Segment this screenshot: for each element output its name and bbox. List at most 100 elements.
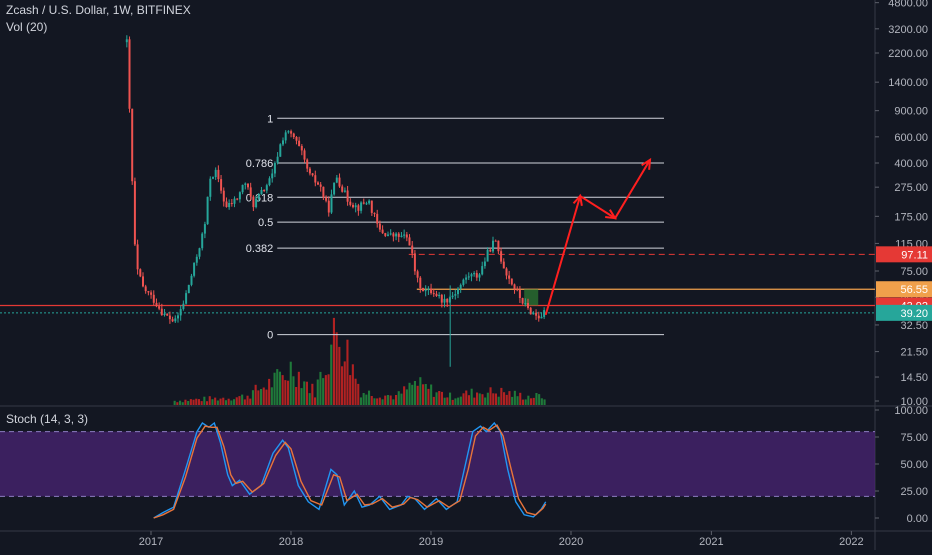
volume-bar [287, 380, 290, 405]
candle-body [257, 194, 260, 199]
candle-body [510, 278, 513, 285]
candle-body [475, 273, 478, 278]
candle-body [330, 194, 333, 213]
price-badge-label: 97.11 [901, 249, 928, 261]
volume-bar [500, 387, 503, 405]
candle-body [411, 245, 414, 254]
volume-bar [278, 371, 281, 405]
candle-body [193, 262, 196, 276]
volume-bar [270, 387, 273, 405]
volume-bar [378, 397, 381, 405]
candle-body [400, 235, 403, 237]
candle-body [416, 271, 419, 278]
candle-body [459, 284, 462, 289]
volume-bar [227, 398, 230, 405]
candle-body [152, 294, 155, 303]
candle-body [206, 196, 209, 225]
volume-bar [454, 398, 457, 405]
candle-body [147, 291, 150, 293]
volume-bar [503, 392, 506, 405]
volume-bar [192, 399, 195, 405]
candle-body [174, 318, 177, 322]
candle-body [203, 224, 206, 234]
volume-bar [238, 396, 241, 405]
time-axis-label: 2017 [139, 536, 163, 548]
candle-body [427, 288, 430, 291]
volume-bar [257, 390, 260, 405]
volume-bar [327, 374, 330, 405]
candle-body [284, 132, 287, 141]
candle-body [365, 203, 368, 205]
volume-bar [308, 393, 311, 405]
candle-body [125, 39, 128, 43]
volume-bar [300, 388, 303, 405]
volume-bar [432, 396, 435, 405]
volume-bar [206, 401, 209, 405]
volume-bar [359, 397, 362, 405]
volume-bar [376, 398, 379, 405]
volume-bar [538, 394, 541, 405]
candle-body [319, 184, 322, 187]
volume-bar [216, 400, 219, 405]
volume-bar [316, 379, 319, 405]
volume-bar [386, 395, 389, 405]
candle-body [524, 303, 527, 305]
volume-bar [451, 399, 454, 405]
volume-bar [540, 398, 543, 405]
candle-body [128, 39, 131, 109]
volume-bar [508, 391, 511, 405]
volume-bar [203, 396, 206, 405]
time-axis-label: 2020 [559, 536, 583, 548]
volume-bar [381, 399, 384, 405]
candle-body [497, 240, 500, 252]
volume-bar [416, 385, 419, 405]
volume-bar [505, 394, 508, 405]
candle-body [238, 192, 241, 200]
volume-bar [181, 402, 184, 405]
price-axis-label: 1400.00 [888, 77, 928, 89]
volume-bar [176, 402, 179, 405]
volume-bar [419, 377, 422, 405]
volume-bar [195, 398, 198, 405]
candle-body [182, 303, 185, 310]
candle-body [532, 312, 535, 315]
volume-bar [430, 384, 433, 405]
candle-body [295, 137, 298, 141]
candle-body [179, 309, 182, 316]
volume-bar [230, 400, 233, 405]
candle-body [276, 156, 279, 163]
candle-body [370, 200, 373, 213]
candle-body [195, 256, 198, 263]
volume-bar [224, 400, 227, 405]
candle-body [190, 275, 193, 285]
volume-bar [187, 401, 190, 405]
volume-bar [246, 395, 249, 405]
candle-body [225, 201, 228, 207]
candle-body [392, 233, 395, 237]
stoch-band [0, 431, 875, 497]
stoch-axis-label: 50.00 [900, 459, 928, 471]
volume-indicator-label: Vol (20) [6, 20, 48, 34]
price-axis-label: 32.50 [900, 320, 928, 332]
volume-bar [446, 397, 449, 405]
volume-bar [438, 391, 441, 405]
volume-bar [481, 394, 484, 405]
candle-body [325, 197, 328, 201]
price-axis-label: 3200.00 [888, 24, 928, 36]
price-axis-label: 400.00 [894, 158, 928, 170]
volume-bar [235, 397, 238, 405]
volume-bar [349, 375, 352, 405]
volume-bar [311, 383, 314, 405]
volume-bar [338, 346, 341, 405]
volume-bar [289, 361, 292, 405]
candle-body [376, 213, 379, 224]
candle-body [518, 289, 521, 298]
candle-body [405, 234, 408, 238]
candle-body [260, 190, 263, 195]
volume-bar [346, 339, 349, 405]
volume-bar [368, 390, 371, 405]
candle-body [142, 276, 144, 287]
candle-body [314, 175, 317, 183]
